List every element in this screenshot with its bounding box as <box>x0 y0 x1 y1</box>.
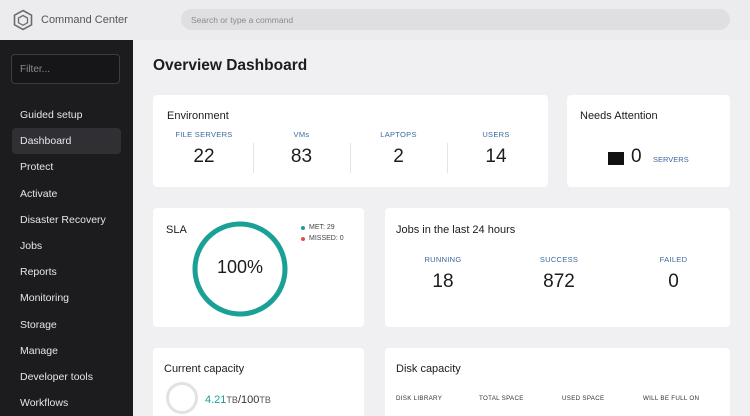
divider <box>447 143 448 173</box>
logo-icon <box>13 9 33 31</box>
stat-label: SUCCESS <box>539 255 579 264</box>
sidebar-item-guided-setup[interactable]: Guided setup <box>20 109 83 121</box>
running-stat[interactable]: RUNNING 18 <box>385 255 501 293</box>
current-capacity-card[interactable]: Current capacity 4.21TB/100TB <box>153 348 364 416</box>
stat-value: 18 <box>432 271 454 292</box>
sidebar: Filter... Guided setup Dashboard Protect Ac… <box>0 40 133 416</box>
stat-label: USERS <box>482 130 510 139</box>
stat-label: LAPTOPS <box>380 130 417 139</box>
success-stat[interactable]: SUCCESS 872 <box>501 255 617 293</box>
sidebar-item-developer-tools[interactable]: Developer tools <box>20 370 93 383</box>
page-title: Overview Dashboard <box>153 57 308 74</box>
sidebar-item-disaster-recovery[interactable]: Disaster Recovery <box>20 213 106 226</box>
sla-missed-legend: MISSED: 0 <box>301 235 344 242</box>
met-dot <box>301 225 305 230</box>
stat-value: 2 <box>393 146 404 167</box>
stat-label: VMs <box>293 130 310 139</box>
sla-percent: 100% <box>216 257 264 277</box>
sidebar-item-manage[interactable]: Manage <box>20 344 58 357</box>
stat-value: 0 <box>668 271 679 292</box>
sla-title: SLA <box>166 224 187 236</box>
jobs-title: Jobs in the last 24 hours <box>396 224 516 236</box>
sidebar-item-activate[interactable]: Activate <box>20 187 58 200</box>
capacity-total-unit: TB <box>259 395 271 405</box>
capacity-ring-chart <box>166 382 198 414</box>
server-icon <box>608 152 624 165</box>
command-search-input[interactable]: Search or type a command <box>181 9 730 30</box>
sla-card[interactable]: SLA 100% MET: 29 MISSED: 0 <box>153 208 364 327</box>
current-capacity-title: Current capacity <box>164 363 245 375</box>
sidebar-item-jobs[interactable]: Jobs <box>20 239 43 252</box>
column-disk-library[interactable]: DISK LIBRARY <box>396 395 443 402</box>
laptops-stat[interactable]: LAPTOPS 2 <box>350 130 447 168</box>
sla-ring-progress <box>192 221 288 317</box>
sla-met-label: MET: 29 <box>309 224 335 231</box>
needs-attention-value: 0 <box>631 146 642 167</box>
capacity-used-unit: TB <box>226 395 238 405</box>
file-servers-stat[interactable]: FILE SERVERS 22 <box>155 130 253 168</box>
column-total-space[interactable]: TOTAL SPACE <box>479 395 524 402</box>
sidebar-nav: Guided setup Dashboard Protect Activate Disa… <box>12 102 121 416</box>
capacity-used: 4.21 <box>205 394 227 406</box>
needs-attention-card[interactable]: Needs Attention 0 SERVERS <box>567 95 730 187</box>
capacity-total: /100 <box>237 394 260 406</box>
sidebar-item-protect[interactable]: Protect <box>20 161 54 174</box>
sidebar-item-workflows[interactable]: Workflows <box>20 397 69 410</box>
stat-value: 22 <box>193 146 215 167</box>
environment-card: Environment FILE SERVERS 22 VMs 83 LAPTO… <box>153 95 548 187</box>
capacity-ring-track <box>166 382 198 414</box>
failed-stat[interactable]: FAILED 0 <box>617 255 730 293</box>
disk-capacity-title: Disk capacity <box>396 363 461 375</box>
brand[interactable]: Command Center <box>12 9 128 31</box>
sla-missed-label: MISSED: 0 <box>309 235 344 242</box>
stat-value: 83 <box>290 146 313 167</box>
stat-label: RUNNING <box>424 255 462 264</box>
sidebar-item-reports[interactable]: Reports <box>20 266 57 279</box>
vms-stat[interactable]: VMs 83 <box>253 130 350 168</box>
stat-label: FILE SERVERS <box>175 130 233 139</box>
sidebar-item-monitoring[interactable]: Monitoring <box>20 292 70 305</box>
divider <box>253 143 254 173</box>
sla-met-legend: MET: 29 <box>301 224 335 231</box>
disk-capacity-card: Disk capacity DISK LIBRARY TOTAL SPACE U… <box>385 348 730 416</box>
divider <box>350 143 351 173</box>
stat-value: 14 <box>485 146 507 167</box>
users-stat[interactable]: USERS 14 <box>447 130 545 168</box>
sidebar-item-storage[interactable]: Storage <box>20 318 57 331</box>
jobs-card: Jobs in the last 24 hours RUNNING 18 SUC… <box>385 208 730 327</box>
capacity-value: 4.21TB/100TB <box>205 394 271 406</box>
stat-label: FAILED <box>659 255 688 264</box>
sidebar-filter-input[interactable]: Filter... <box>11 54 120 84</box>
column-will-be-full-on[interactable]: WILL BE FULL ON <box>643 395 700 402</box>
needs-attention-label: SERVERS <box>653 155 689 164</box>
sla-ring-chart <box>192 221 288 317</box>
stat-value: 872 <box>543 271 575 292</box>
column-used-space[interactable]: USED SPACE <box>562 395 605 402</box>
sidebar-item-dashboard[interactable]: Dashboard <box>12 128 121 155</box>
app-title: Command Center <box>41 14 128 26</box>
top-bar: Command Center Search or type a command <box>0 0 750 40</box>
needs-attention-title: Needs Attention <box>580 110 658 122</box>
missed-dot <box>301 236 305 241</box>
environment-title: Environment <box>167 110 229 122</box>
